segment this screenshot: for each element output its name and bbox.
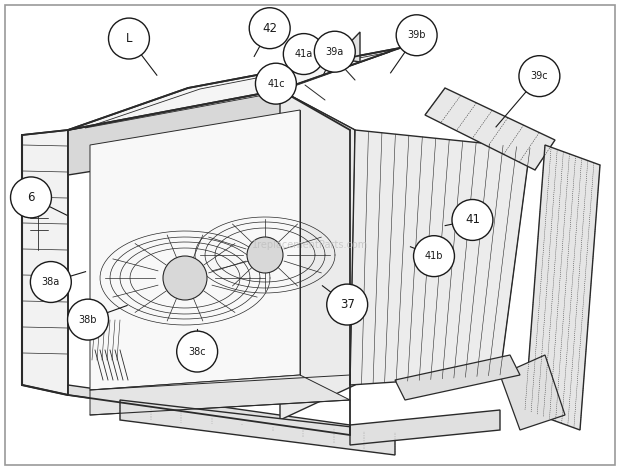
Circle shape bbox=[396, 15, 437, 56]
Text: 37: 37 bbox=[340, 298, 355, 311]
Text: 41: 41 bbox=[465, 213, 480, 227]
Polygon shape bbox=[68, 385, 350, 435]
Text: L: L bbox=[126, 32, 132, 45]
Polygon shape bbox=[68, 90, 355, 175]
Text: 38b: 38b bbox=[79, 314, 97, 325]
Polygon shape bbox=[350, 410, 500, 445]
Polygon shape bbox=[90, 375, 350, 415]
Circle shape bbox=[414, 235, 454, 277]
Polygon shape bbox=[525, 145, 600, 430]
Circle shape bbox=[163, 256, 207, 300]
Polygon shape bbox=[120, 400, 395, 455]
Circle shape bbox=[452, 199, 493, 241]
Polygon shape bbox=[22, 130, 68, 395]
Circle shape bbox=[283, 33, 324, 75]
Circle shape bbox=[68, 299, 108, 340]
Text: 1replacementParts.com: 1replacementParts.com bbox=[252, 240, 368, 250]
Circle shape bbox=[11, 177, 51, 218]
Polygon shape bbox=[500, 355, 565, 430]
Text: 39b: 39b bbox=[407, 30, 426, 40]
Circle shape bbox=[314, 31, 355, 72]
Text: 39a: 39a bbox=[326, 47, 344, 57]
Circle shape bbox=[177, 331, 218, 372]
Circle shape bbox=[519, 55, 560, 97]
Polygon shape bbox=[280, 90, 355, 420]
Polygon shape bbox=[335, 32, 360, 62]
Text: 38c: 38c bbox=[188, 346, 206, 357]
Circle shape bbox=[255, 63, 296, 104]
Polygon shape bbox=[425, 88, 555, 170]
Text: 41a: 41a bbox=[294, 49, 313, 59]
Text: 42: 42 bbox=[262, 22, 277, 35]
Polygon shape bbox=[90, 110, 300, 390]
Text: 41b: 41b bbox=[425, 251, 443, 261]
Text: 6: 6 bbox=[27, 191, 35, 204]
Polygon shape bbox=[395, 355, 520, 400]
Text: 41c: 41c bbox=[267, 78, 285, 89]
Polygon shape bbox=[350, 130, 530, 385]
Circle shape bbox=[108, 18, 149, 59]
Circle shape bbox=[249, 8, 290, 49]
Circle shape bbox=[327, 284, 368, 325]
Text: 38a: 38a bbox=[42, 277, 60, 287]
Circle shape bbox=[247, 237, 283, 273]
Polygon shape bbox=[68, 48, 400, 130]
Text: 39c: 39c bbox=[531, 71, 548, 81]
Circle shape bbox=[30, 261, 71, 303]
